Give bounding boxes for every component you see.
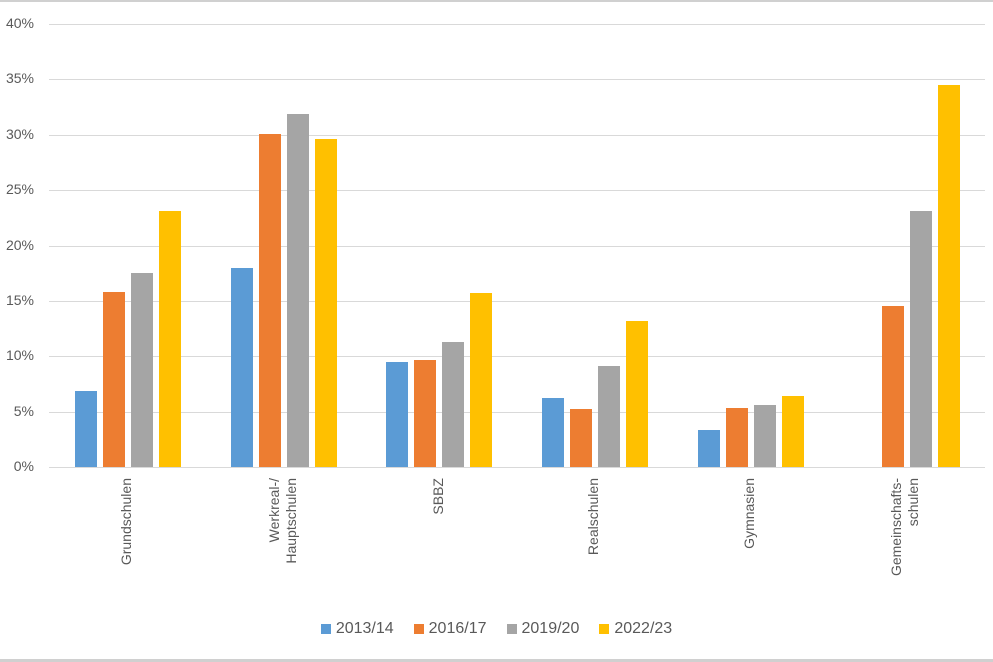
bar-2013-14 (542, 398, 564, 467)
bar-2016-17 (726, 408, 748, 467)
bar-2016-17 (259, 134, 281, 467)
x-axis-category-label: Werkreal-/ Hauptschulen (266, 478, 299, 564)
x-axis-category-label: Gemeinschafts- schulen (888, 478, 921, 577)
gridline (49, 356, 985, 357)
bar-2013-14 (231, 268, 253, 467)
gridline (49, 467, 985, 468)
bar-2022-23 (159, 211, 181, 467)
gridline (49, 79, 985, 80)
x-axis-category-label: Realschulen (585, 478, 601, 556)
y-axis-tick-label: 10% (5, 347, 34, 363)
bar-2022-23 (782, 396, 804, 467)
legend-swatch-icon (413, 624, 424, 634)
chart-frame-top-border (0, 0, 993, 2)
y-axis-tick-label: 35% (5, 70, 34, 86)
gridline (49, 190, 985, 191)
legend-item: 2022/23 (599, 620, 672, 638)
y-axis-tick-label: 40% (5, 15, 34, 31)
legend-swatch-icon (506, 624, 517, 634)
x-axis-category-label: Grundschulen (118, 478, 134, 566)
legend-swatch-icon (320, 624, 331, 634)
y-axis-tick-label: 30% (5, 126, 34, 142)
bar-2016-17 (570, 409, 592, 467)
bar-2019-20 (442, 342, 464, 467)
legend-label: 2019/20 (521, 620, 580, 637)
legend-label: 2022/23 (614, 620, 673, 637)
legend-label: 2013/14 (335, 620, 394, 637)
bar-2022-23 (938, 85, 960, 467)
bar-2022-23 (470, 293, 492, 467)
x-axis-category-label: SBBZ (430, 478, 446, 515)
bar-2019-20 (754, 405, 776, 467)
bar-2013-14 (698, 430, 720, 467)
gridline (49, 246, 985, 247)
gridline (49, 135, 985, 136)
chart-frame-bottom-border (0, 659, 993, 662)
y-axis-tick-label: 15% (5, 292, 34, 308)
legend-item: 2019/20 (506, 620, 580, 638)
gridline (49, 301, 985, 302)
bar-2016-17 (414, 360, 436, 467)
legend-item: 2016/17 (413, 620, 487, 638)
bar-2019-20 (131, 273, 153, 467)
y-axis-tick-label: 5% (13, 403, 34, 419)
legend-item: 2013/14 (320, 620, 394, 638)
y-axis-tick-label: 0% (13, 458, 34, 474)
legend-swatch-icon (599, 624, 610, 634)
bar-2016-17 (103, 292, 125, 467)
bar-2013-14 (75, 391, 97, 467)
gridline (49, 412, 985, 413)
bar-2022-23 (626, 321, 648, 467)
bar-2019-20 (598, 366, 620, 467)
bar-2019-20 (287, 114, 309, 467)
x-axis-category-label: Gymnasien (741, 478, 757, 549)
bar-2019-20 (910, 211, 932, 467)
y-axis-tick-label: 20% (5, 237, 34, 253)
bar-2022-23 (315, 139, 337, 467)
y-axis-tick-label: 25% (5, 181, 34, 197)
gridline (49, 24, 985, 25)
legend-label: 2016/17 (428, 620, 487, 637)
chart-legend: 2013/14 2016/17 2019/20 2022/23 (0, 620, 993, 638)
bar-2016-17 (882, 306, 904, 467)
bar-2013-14 (386, 362, 408, 467)
